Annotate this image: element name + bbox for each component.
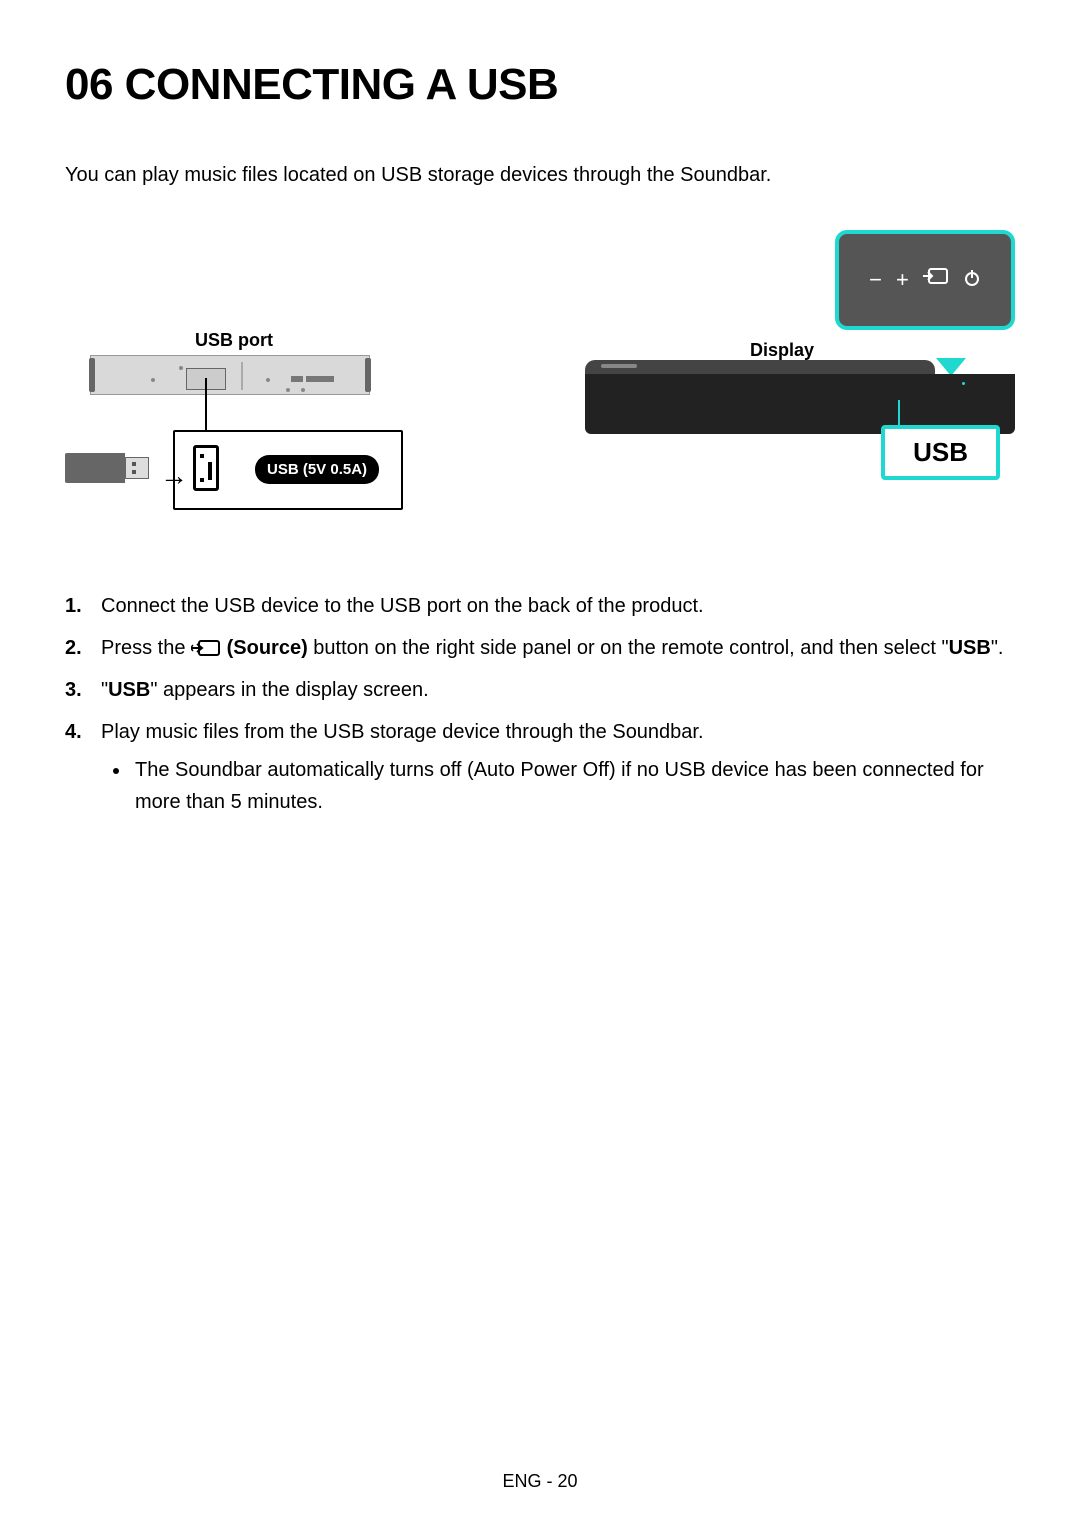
step-1-text: Connect the USB device to the USB port o… — [101, 595, 704, 617]
step-2-source: (Source) — [221, 637, 308, 659]
step-3-usb: USB — [108, 679, 150, 701]
source-icon — [191, 637, 221, 657]
display-pointer — [898, 400, 900, 426]
remote-plus-icon: + — [896, 267, 909, 293]
step-4-text: Play music files from the USB storage de… — [101, 721, 704, 743]
remote-power-icon — [963, 267, 981, 293]
page-heading: 06 CONNECTING A USB — [65, 60, 1015, 110]
step-4-sub-text: The Soundbar automatically turns off (Au… — [135, 759, 984, 813]
pointer-line — [205, 378, 207, 430]
step-2-text-a: Press the — [101, 637, 191, 659]
arrow-right-icon: → — [160, 460, 188, 492]
step-1: Connect the USB device to the USB port o… — [65, 590, 1015, 622]
diagram-usb-port: USB port → USB (5V 0.5A) — [65, 340, 425, 395]
step-3: "USB" appears in the display screen. — [65, 674, 1015, 706]
remote-source-icon — [923, 267, 949, 293]
remote-illustration: − + — [835, 230, 1015, 330]
usb-port-label: USB port — [195, 330, 273, 351]
speaker-illustration — [585, 360, 1015, 434]
soundbar-back-illustration — [90, 355, 370, 395]
intro-text: You can play music files located on USB … — [65, 160, 1015, 190]
step-2-usb: USB — [949, 637, 991, 659]
display-label: Display — [750, 340, 814, 361]
step-2-text-b: button on the right side panel or on the… — [308, 637, 949, 659]
step-4: Play music files from the USB storage de… — [65, 716, 1015, 818]
usb-display-callout: USB — [881, 425, 1000, 480]
step-2-text-c: ". — [991, 637, 1004, 659]
usb-drive-icon — [65, 450, 165, 486]
step-2: Press the (Source) button on the right s… — [65, 632, 1015, 664]
step-4-sublist: The Soundbar automatically turns off (Au… — [131, 754, 1015, 818]
page-footer: ENG - 20 — [0, 1471, 1080, 1492]
usb-spec-badge: USB (5V 0.5A) — [255, 455, 379, 484]
step-3-text-b: " appears in the display screen. — [150, 679, 428, 701]
remote-minus-icon: − — [869, 267, 882, 293]
diagram-row: USB port → USB (5V 0.5A) − + — [65, 230, 1015, 530]
step-4-sub-item: The Soundbar automatically turns off (Au… — [131, 754, 1015, 818]
instruction-list: Connect the USB device to the USB port o… — [65, 590, 1015, 818]
usb-plug-icon — [193, 445, 219, 491]
